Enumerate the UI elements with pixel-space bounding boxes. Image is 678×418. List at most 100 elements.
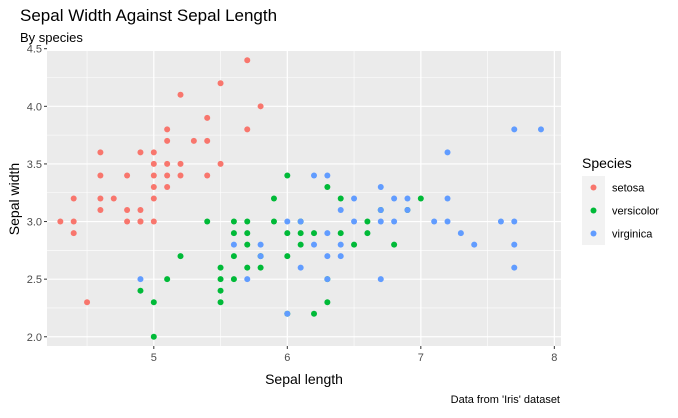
data-point-virginica [311,241,318,248]
data-point-versicolor [230,218,237,225]
data-point-setosa [137,207,144,214]
data-point-virginica [284,310,291,317]
chart-title: Sepal Width Against Sepal Length [20,6,277,25]
data-point-versicolor [137,287,144,294]
data-point-virginica [311,172,318,179]
data-point-virginica [457,230,464,237]
data-point-virginica [351,218,358,225]
data-point-versicolor [217,276,224,283]
legend-label-versicolor: versicolor [612,206,659,218]
legend-title: Species [582,155,632,171]
data-point-setosa [97,172,104,179]
data-point-versicolor [284,172,291,179]
y-tick-label: 2.5 [27,274,42,286]
data-point-versicolor [351,241,358,248]
data-point-versicolor [324,183,331,190]
data-point-virginica [391,195,398,202]
data-point-versicolor [324,299,331,306]
plot-panel [47,51,561,346]
data-point-virginica [324,230,331,237]
data-point-virginica [324,276,331,283]
data-point-versicolor [270,218,277,225]
legend: Species setosa versicolor virginica [582,155,659,245]
data-point-versicolor [391,241,398,248]
data-point-virginica [257,241,264,248]
data-point-virginica [511,241,518,248]
data-point-virginica [377,276,384,283]
data-point-versicolor [230,253,237,260]
data-point-virginica [324,172,331,179]
data-point-setosa [70,218,77,225]
data-point-setosa [97,149,104,156]
data-point-versicolor [217,264,224,271]
y-tick-label: 4.5 [27,44,42,56]
legend-label-setosa: setosa [612,183,645,195]
data-point-setosa [150,172,157,179]
data-point-setosa [70,230,77,237]
data-point-virginica [297,218,304,225]
data-point-virginica [257,253,264,260]
legend-items: setosa versicolor virginica [582,176,659,245]
y-tick-label: 2.0 [27,332,42,344]
data-point-versicolor [244,241,251,248]
data-point-setosa [164,183,171,190]
data-point-setosa [217,80,224,87]
data-point-versicolor [364,218,371,225]
data-point-setosa [137,149,144,156]
data-point-versicolor [337,195,344,202]
data-point-virginica [284,218,291,225]
data-points [57,57,544,340]
data-point-virginica [511,126,518,133]
data-point-versicolor [337,230,344,237]
data-point-setosa [164,172,171,179]
data-point-versicolor [164,276,171,283]
data-point-virginica [431,218,438,225]
data-point-versicolor [284,253,291,260]
data-point-versicolor [217,299,224,306]
data-point-setosa [110,195,117,202]
data-point-setosa [164,126,171,133]
data-point-versicolor [230,276,237,283]
chart-subtitle: By species [20,30,83,45]
data-point-setosa [124,218,131,225]
data-point-virginica [444,149,451,156]
data-point-versicolor [204,218,211,225]
axis-ticks: 5 6 7 8 2.0 2.5 3.0 3.5 4.0 4.5 [27,44,558,364]
y-axis-label: Sepal width [6,163,22,235]
chart-caption: Data from 'Iris' dataset [451,394,560,406]
data-point-virginica [244,276,251,283]
data-point-versicolor [311,230,318,237]
data-point-virginica [377,183,384,190]
data-point-virginica [337,253,344,260]
data-point-virginica [471,241,478,248]
data-point-setosa [177,91,184,98]
data-point-versicolor [417,195,424,202]
data-point-setosa [164,160,171,167]
data-point-versicolor [244,218,251,225]
data-point-virginica [337,241,344,248]
data-point-setosa [70,195,77,202]
data-point-versicolor [364,230,371,237]
data-point-setosa [84,299,91,306]
legend-key-versicolor [590,207,597,214]
data-point-virginica [404,207,411,214]
data-point-virginica [324,253,331,260]
data-point-virginica [511,218,518,225]
data-point-versicolor [311,310,318,317]
data-point-virginica [511,264,518,271]
data-point-versicolor [217,287,224,294]
data-point-setosa [137,218,144,225]
data-point-versicolor [177,253,184,260]
data-point-setosa [150,195,157,202]
data-point-setosa [217,160,224,167]
data-point-versicolor [297,230,304,237]
data-point-setosa [150,160,157,167]
data-point-virginica [337,207,344,214]
data-point-virginica [497,218,504,225]
y-tick-label: 4.0 [27,101,42,113]
data-point-versicolor [244,230,251,237]
data-point-setosa [204,172,211,179]
legend-key-virginica [590,230,597,237]
data-point-setosa [177,172,184,179]
